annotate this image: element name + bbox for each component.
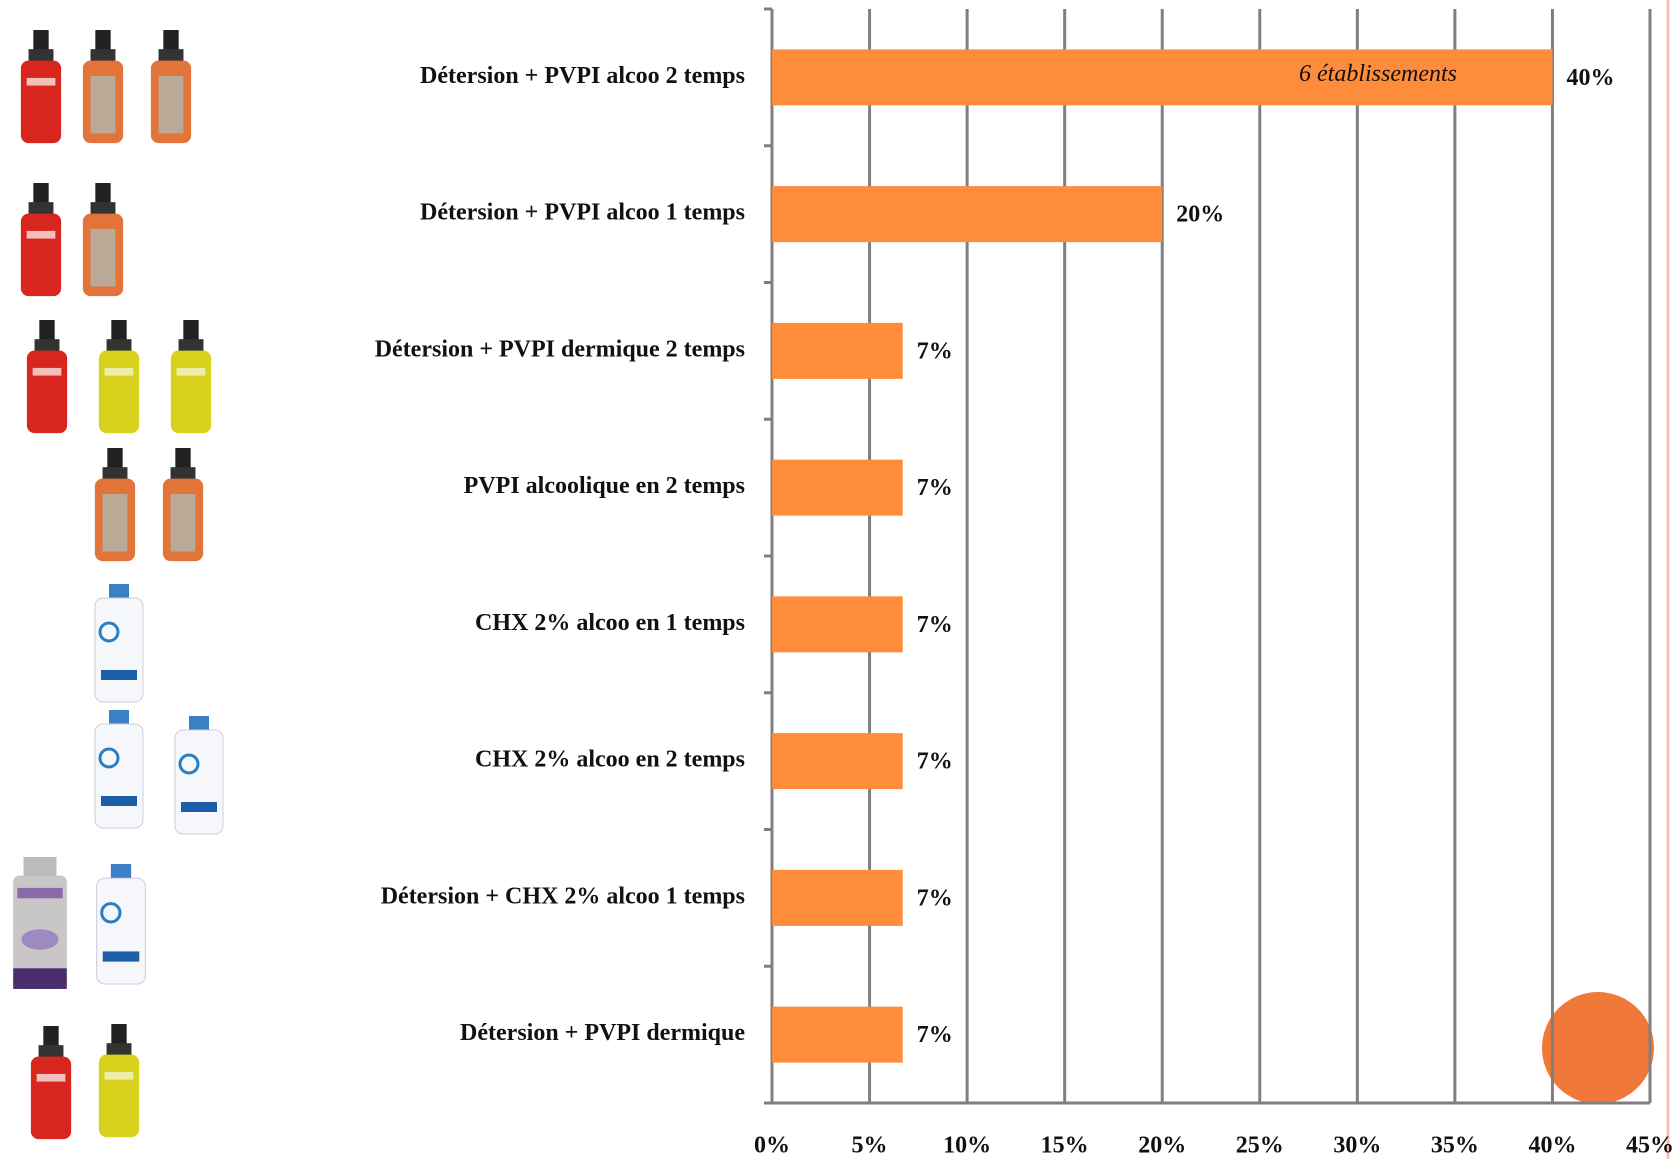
value-label: 7% — [917, 338, 953, 364]
value-label: 7% — [917, 749, 953, 775]
bar — [772, 186, 1163, 243]
value-label: 7% — [917, 475, 953, 501]
y-tick-label: PVPI alcoolique en 2 temps — [464, 473, 745, 499]
value-label: 7% — [917, 1022, 953, 1048]
bar — [772, 459, 903, 516]
x-tick-label: 25% — [1236, 1133, 1284, 1159]
x-tick-label: 35% — [1431, 1133, 1479, 1159]
x-tick-label: 0% — [754, 1133, 790, 1159]
y-tick-label: Détersion + PVPI alcoo 1 temps — [420, 200, 745, 226]
x-tick-label: 15% — [1041, 1133, 1089, 1159]
x-tick-label: 40% — [1528, 1133, 1576, 1159]
decor-circle — [1542, 992, 1654, 1104]
bar — [772, 869, 903, 926]
y-tick-label: CHX 2% alcoo en 2 temps — [475, 747, 745, 773]
bar — [772, 733, 903, 790]
x-tick-label: 45% — [1626, 1133, 1674, 1159]
x-tick-label: 30% — [1333, 1133, 1381, 1159]
bar — [772, 49, 1553, 106]
annotation: 6 établissements — [1299, 61, 1457, 87]
value-label: 7% — [917, 885, 953, 911]
bar — [772, 322, 903, 379]
y-tick-label: Détersion + CHX 2% alcoo 1 temps — [381, 883, 745, 909]
value-label: 20% — [1176, 202, 1224, 228]
product-images — [13, 30, 225, 1140]
bar — [772, 596, 903, 653]
value-label: 7% — [917, 612, 953, 638]
y-tick-label: Détersion + PVPI dermique 2 temps — [375, 336, 745, 362]
x-tick-label: 10% — [943, 1133, 991, 1159]
y-tick-label: Détersion + PVPI dermique — [460, 1020, 745, 1046]
value-label: 40% — [1566, 65, 1614, 91]
bar — [772, 1006, 903, 1063]
x-tick-label: 5% — [852, 1133, 888, 1159]
x-tick-label: 20% — [1138, 1133, 1186, 1159]
y-tick-label: CHX 2% alcoo en 1 temps — [475, 610, 745, 636]
y-tick-label: Détersion + PVPI alcoo 2 temps — [420, 63, 745, 89]
